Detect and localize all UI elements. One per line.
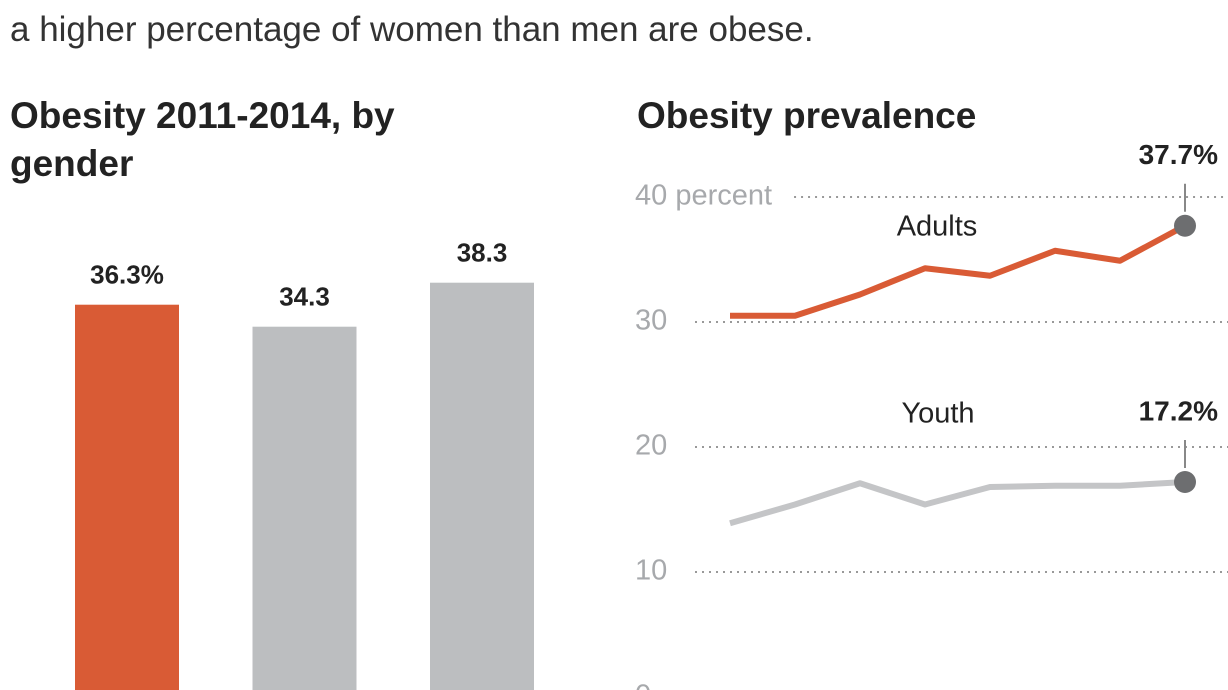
data-label: 37.7% xyxy=(1139,139,1218,170)
y-tick-label: 20 xyxy=(635,430,667,462)
y-tick-label: 30 xyxy=(635,305,667,337)
line xyxy=(729,479,1186,527)
y-tick-label: 40 percent xyxy=(635,180,772,212)
y-tick-label: 0 xyxy=(635,680,651,690)
line xyxy=(730,223,1187,319)
chart-title: Obesity prevalence xyxy=(637,95,977,136)
end-point xyxy=(1174,214,1196,237)
series-label: Adults xyxy=(897,211,978,243)
data-label: 17.2% xyxy=(1139,395,1218,426)
bar xyxy=(252,326,357,690)
data-label: 34.3 xyxy=(279,282,330,312)
data-label: 36.3% xyxy=(90,260,164,290)
data-label: 38.3 xyxy=(457,238,508,268)
bar xyxy=(75,304,179,690)
bar xyxy=(430,282,534,690)
end-point xyxy=(1174,471,1196,493)
chart-title: Obesity 2011-2014, by gender xyxy=(10,95,395,184)
lead-text: a higher percentage of women than men ar… xyxy=(10,10,814,49)
y-tick-label: 10 xyxy=(635,555,667,587)
series-label: Youth xyxy=(901,398,974,430)
